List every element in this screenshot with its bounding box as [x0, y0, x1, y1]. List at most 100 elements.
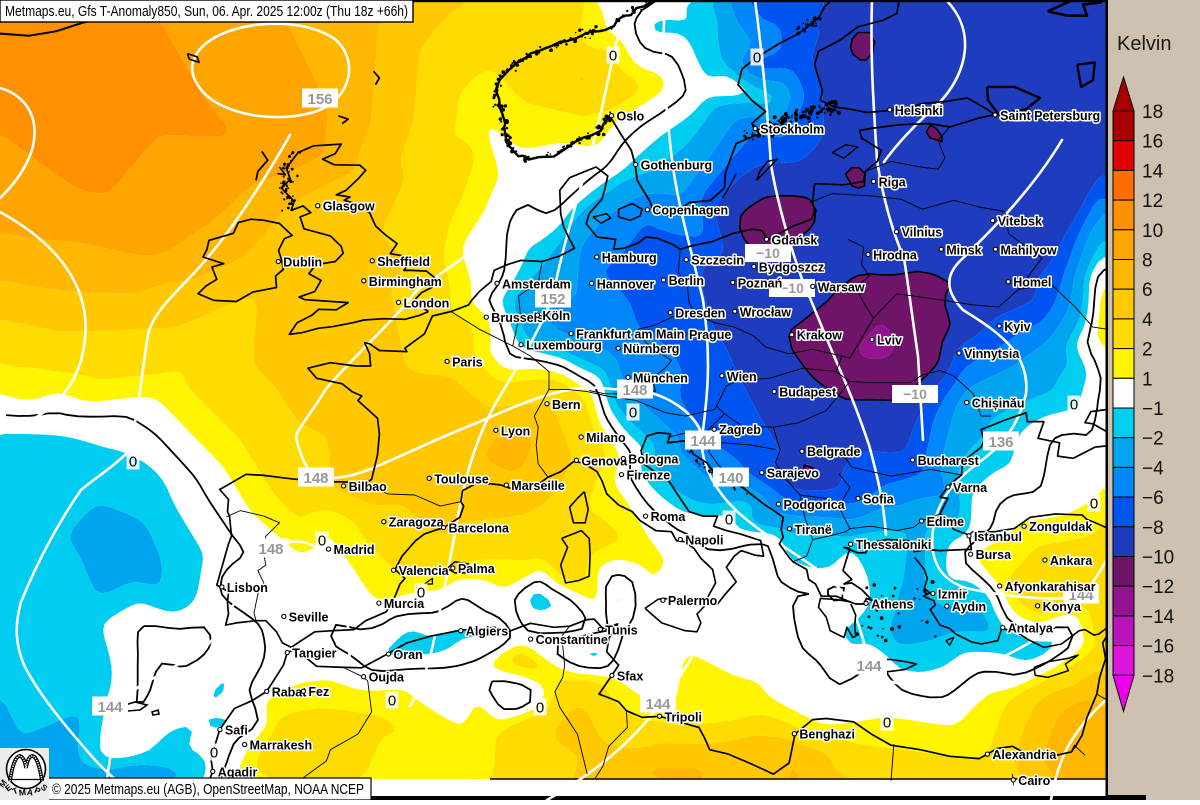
svg-text:Riga: Riga: [879, 175, 907, 189]
svg-text:Bursa: Bursa: [976, 548, 1012, 562]
svg-text:Lisbon: Lisbon: [227, 581, 268, 595]
svg-text:Birmingham: Birmingham: [369, 275, 442, 289]
svg-text:Palma: Palma: [458, 562, 496, 576]
svg-text:A: A: [26, 787, 33, 798]
svg-text:0: 0: [753, 50, 761, 67]
svg-text:0: 0: [129, 454, 137, 471]
svg-text:Prague: Prague: [689, 328, 731, 342]
svg-text:Frankfurt am Main: Frankfurt am Main: [576, 328, 684, 342]
svg-text:Amsterdam: Amsterdam: [502, 277, 571, 291]
svg-text:Budapest: Budapest: [779, 386, 837, 400]
svg-text:Luxembourg: Luxembourg: [526, 339, 602, 353]
svg-text:0: 0: [629, 405, 637, 422]
svg-text:144: 144: [645, 696, 671, 713]
svg-text:144: 144: [97, 699, 123, 716]
svg-text:© 2025 Metmaps.eu (AGB), OpenS: © 2025 Metmaps.eu (AGB), OpenStreetMap, …: [52, 781, 364, 798]
svg-text:14: 14: [1142, 161, 1164, 182]
svg-text:1: 1: [1142, 369, 1153, 390]
svg-text:Marseille: Marseille: [511, 479, 565, 493]
svg-text:Podgorica: Podgorica: [784, 498, 846, 512]
svg-text:0: 0: [1090, 496, 1098, 513]
svg-text:Bern: Bern: [552, 398, 580, 412]
svg-text:Gdańsk: Gdańsk: [772, 233, 818, 247]
svg-text:Bologna: Bologna: [628, 453, 679, 467]
svg-text:Paris: Paris: [452, 355, 483, 369]
svg-text:−12: −12: [1142, 577, 1174, 598]
svg-text:Seville: Seville: [289, 610, 329, 624]
svg-text:0: 0: [725, 512, 733, 529]
svg-text:−10: −10: [756, 245, 780, 261]
svg-text:Cairo: Cairo: [1018, 774, 1050, 788]
svg-text:0: 0: [318, 533, 326, 550]
svg-text:Sheffield: Sheffield: [377, 255, 430, 269]
svg-text:Fez: Fez: [308, 685, 329, 699]
svg-text:Varna: Varna: [953, 481, 988, 495]
svg-text:Szczecin: Szczecin: [691, 254, 744, 268]
svg-text:Istanbul: Istanbul: [974, 530, 1022, 544]
svg-text:Milano: Milano: [586, 431, 626, 445]
svg-text:Alexandria: Alexandria: [992, 748, 1057, 762]
svg-text:Dublin: Dublin: [283, 256, 322, 270]
svg-text:Aydın: Aydın: [952, 600, 986, 614]
svg-text:12: 12: [1142, 191, 1163, 212]
svg-text:Bilbao: Bilbao: [349, 480, 388, 494]
svg-text:Chișinău: Chișinău: [972, 397, 1025, 411]
svg-text:Mahilyow: Mahilyow: [1001, 243, 1058, 257]
svg-text:Genova: Genova: [581, 454, 628, 468]
svg-text:0: 0: [388, 693, 396, 710]
svg-text:Warsaw: Warsaw: [818, 280, 865, 294]
svg-text:−16: −16: [1142, 637, 1174, 658]
svg-text:Agadir: Agadir: [218, 766, 258, 780]
svg-text:M: M: [0, 778, 9, 790]
svg-text:Wrocław: Wrocław: [740, 305, 791, 319]
svg-text:Sarajevo: Sarajevo: [767, 467, 819, 481]
svg-text:Tiranë: Tiranë: [795, 523, 832, 537]
svg-text:144: 144: [1068, 587, 1094, 604]
svg-text:Sfax: Sfax: [617, 669, 643, 683]
svg-text:Vitebsk: Vitebsk: [998, 215, 1042, 229]
svg-text:0: 0: [210, 745, 218, 762]
svg-text:−1: −1: [1142, 399, 1164, 420]
svg-text:Algiers: Algiers: [466, 625, 508, 639]
svg-text:Edime: Edime: [927, 515, 965, 529]
svg-text:Thessaloniki: Thessaloniki: [856, 538, 932, 552]
svg-text:Brussels: Brussels: [491, 311, 544, 325]
svg-text:Oslo: Oslo: [617, 110, 645, 124]
svg-text:−4: −4: [1142, 458, 1164, 479]
svg-text:Minsk: Minsk: [946, 243, 981, 257]
svg-text:Bydgoszcz: Bydgoszcz: [759, 261, 824, 275]
svg-text:Rabat: Rabat: [272, 685, 308, 699]
svg-text:Antalya: Antalya: [1008, 622, 1054, 636]
svg-text:0: 0: [417, 585, 425, 602]
svg-text:Glasgow: Glasgow: [323, 200, 375, 214]
svg-text:E: E: [3, 782, 14, 794]
svg-text:Konya: Konya: [1043, 600, 1082, 614]
svg-text:Dresden: Dresden: [675, 307, 725, 321]
svg-text:Gothenburg: Gothenburg: [641, 159, 713, 173]
svg-text:Athens: Athens: [871, 597, 913, 611]
svg-text:Benghazi: Benghazi: [799, 728, 855, 742]
svg-text:Hannover: Hannover: [597, 277, 655, 291]
svg-text:Krakow: Krakow: [797, 329, 842, 343]
svg-text:Safi: Safi: [225, 724, 248, 738]
svg-text:−10: −10: [780, 280, 804, 296]
svg-text:Vilnius: Vilnius: [902, 226, 943, 240]
svg-text:Wien: Wien: [727, 370, 757, 384]
svg-text:Roma: Roma: [651, 510, 687, 524]
svg-text:Toulouse: Toulouse: [434, 472, 489, 486]
svg-text:Poznań: Poznań: [738, 276, 782, 290]
svg-text:152: 152: [540, 291, 565, 308]
svg-text:0: 0: [536, 700, 544, 717]
svg-text:4: 4: [1142, 310, 1153, 331]
svg-text:Constantine: Constantine: [536, 633, 608, 647]
svg-text:P: P: [33, 785, 42, 797]
svg-text:Murcia: Murcia: [384, 597, 425, 611]
svg-text:156: 156: [307, 91, 332, 108]
svg-text:144: 144: [856, 658, 882, 675]
svg-text:Kyiv: Kyiv: [1004, 320, 1030, 334]
svg-text:Saint Petersburg: Saint Petersburg: [1000, 109, 1100, 123]
svg-text:Stockholm: Stockholm: [760, 123, 824, 137]
svg-text:Napoli: Napoli: [685, 534, 723, 548]
svg-text:Homel: Homel: [1013, 276, 1051, 290]
svg-text:Zonguldak: Zonguldak: [1029, 520, 1092, 534]
